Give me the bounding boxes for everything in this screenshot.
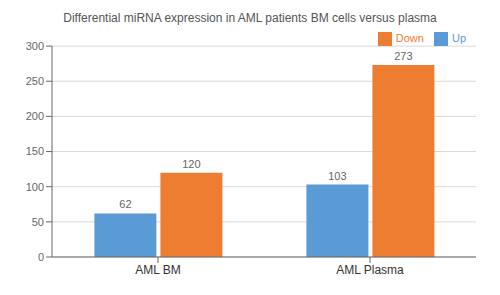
html-text:Differential miRNA expression: Differential miRNA expression in AML pat…: [63, 11, 437, 25]
svg-text:0: 0: [38, 251, 44, 263]
svg-text:273: 273: [394, 50, 412, 62]
svg-text:AML BM: AML BM: [135, 263, 181, 277]
svg-text:AML Plasma: AML Plasma: [336, 263, 404, 277]
svg-text:200: 200: [26, 110, 44, 122]
svg-text:120: 120: [182, 158, 200, 170]
svg-text:62: 62: [119, 198, 131, 210]
svg-text:150: 150: [26, 145, 44, 157]
svg-text:100: 100: [26, 181, 44, 193]
svg-text:250: 250: [26, 75, 44, 87]
html-text:Down: Down: [395, 32, 424, 44]
svg-text:103: 103: [328, 170, 346, 182]
svg-text:50: 50: [32, 216, 44, 228]
html-text:Up: Up: [451, 32, 466, 44]
svg-text:300: 300: [26, 40, 44, 52]
